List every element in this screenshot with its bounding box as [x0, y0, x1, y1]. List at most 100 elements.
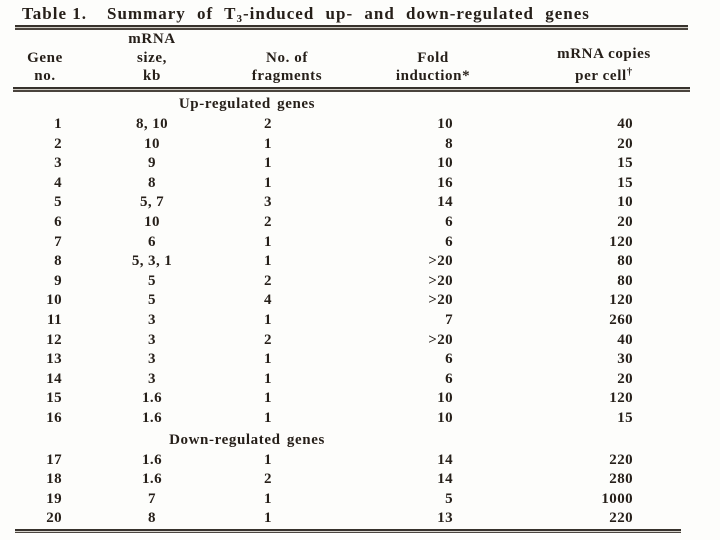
dagger-footnote-marker: †: [626, 66, 633, 78]
cell-mrna-size: 8: [148, 174, 156, 191]
cell-gene-no: 2: [54, 135, 62, 152]
header-no-of-fragments: No. of fragments: [251, 49, 323, 85]
table-row: 20 8 1 13 220: [14, 509, 676, 529]
cell-fold-induction: 16: [437, 174, 453, 191]
cell-fold-induction: 6: [445, 351, 453, 368]
table-row: 6 10 2 6 20: [14, 213, 676, 233]
cell-fold-induction: 7: [445, 311, 453, 328]
cell-mrna-copies: 220: [609, 510, 633, 527]
cell-fold-induction: >20: [428, 272, 453, 289]
cell-fold-induction: 10: [437, 116, 453, 132]
cell-mrna-size: 3: [148, 370, 156, 387]
cell-mrna-size: 8: [148, 510, 156, 527]
cell-mrna-copies: 120: [609, 390, 633, 407]
cell-fold-induction: 14: [437, 194, 453, 211]
cell-mrna-copies: 30: [617, 351, 633, 368]
table-row: 4 8 1 16 15: [14, 174, 676, 194]
cell-mrna-size: 3: [148, 331, 156, 348]
cell-mrna-size: 9: [148, 155, 156, 172]
table-row: 3 9 1 10 15: [14, 154, 676, 174]
cell-gene-no: 17: [46, 451, 62, 468]
section-header-row: Up-regulated genes: [14, 93, 676, 115]
cell-mrna-copies: 1000: [601, 490, 633, 507]
cell-mrna-copies: 120: [609, 233, 633, 250]
cell-mrna-copies: 260: [609, 311, 633, 328]
cell-fold-induction: 5: [445, 490, 453, 507]
cell-fragments: 1: [264, 233, 272, 250]
cell-mrna-size: 5: [148, 292, 156, 309]
cell-gene-no: 3: [54, 155, 62, 172]
header-gene-no: Gene no.: [27, 49, 63, 85]
cell-mrna-copies: 20: [617, 213, 633, 230]
cell-mrna-copies: 80: [617, 272, 633, 289]
cell-fragments: 1: [264, 451, 272, 468]
cell-fragments: 1: [264, 311, 272, 328]
header-mrna-copies-per-cell: mRNA copies per cell†: [557, 45, 651, 85]
cell-fold-induction: 8: [445, 135, 453, 152]
cell-fold-induction: 10: [437, 409, 453, 426]
gene-data-table: Up-regulated genes 1 8, 10 2 10 40 2 10 1 8 20 3 9 1 1…: [14, 93, 676, 529]
cell-mrna-size: 3: [148, 311, 156, 328]
table-row: 16 1.6 1 10 15: [14, 409, 676, 429]
cell-fragments: 2: [264, 116, 272, 132]
cell-fold-induction: 14: [437, 471, 453, 488]
cell-fold-induction: >20: [428, 331, 453, 348]
column-header-row: Gene no. mRNA size, kb No. of fragments …: [14, 30, 676, 89]
table-row: 17 1.6 1 14 220: [14, 451, 676, 471]
table-row: 1 8, 10 2 10 40: [14, 115, 676, 135]
cell-mrna-copies: 40: [617, 116, 633, 132]
cell-mrna-size: 1.6: [142, 471, 162, 488]
cell-mrna-copies: 15: [617, 174, 633, 191]
cell-fragments: 3: [264, 194, 272, 211]
table-title-text: Summary of T3-induced up- and down-regul…: [107, 4, 590, 25]
table-row: 18 1.6 2 14 280: [14, 470, 676, 490]
header-fold-induction: Fold induction*: [395, 49, 471, 85]
cell-fragments: 1: [264, 409, 272, 426]
cell-gene-no: 6: [54, 213, 62, 230]
cell-mrna-copies: 20: [617, 135, 633, 152]
cell-mrna-size: 8, 10: [136, 116, 168, 132]
section-label: Down-regulated genes: [169, 431, 325, 448]
cell-fold-induction: >20: [428, 253, 453, 270]
cell-gene-no: 19: [46, 490, 62, 507]
cell-mrna-size: 5, 7: [139, 194, 165, 211]
table-row: 8 5, 3, 1 1 >20 80: [14, 252, 676, 272]
table-body: Up-regulated genes 1 8, 10 2 10 40 2 10 1 8 20 3 9 1 1…: [14, 93, 676, 529]
table-row: 12 3 2 >20 40: [14, 331, 676, 351]
cell-gene-no: 15: [46, 390, 62, 407]
cell-mrna-size: 7: [148, 490, 156, 507]
table-row: 13 3 1 6 30: [14, 350, 676, 370]
cell-fold-induction: 6: [445, 370, 453, 387]
cell-gene-no: 4: [54, 174, 62, 191]
section-label: Up-regulated genes: [178, 96, 316, 112]
table-row: 11 3 1 7 260: [14, 311, 676, 331]
cell-mrna-size: 5: [148, 272, 156, 289]
cell-fragments: 1: [264, 174, 272, 191]
cell-fragments: 4: [264, 292, 272, 309]
cell-fragments: 2: [264, 471, 272, 488]
cell-gene-no: 13: [46, 351, 62, 368]
cell-gene-no: 7: [54, 233, 62, 250]
cell-gene-no: 12: [46, 331, 62, 348]
cell-mrna-copies: 10: [617, 194, 633, 211]
table-number-label: Table 1.: [22, 4, 88, 23]
cell-mrna-copies: 280: [609, 471, 633, 488]
cell-mrna-size: 6: [148, 233, 156, 250]
table-title: Table 1. Summary of T3-induced up- and do…: [22, 4, 714, 25]
cell-fold-induction: 6: [445, 233, 453, 250]
cell-gene-no: 10: [46, 292, 62, 309]
cell-mrna-copies: 80: [617, 253, 633, 270]
cell-gene-no: 8: [54, 253, 62, 270]
table-row: 15 1.6 1 10 120: [14, 389, 676, 409]
header-divider-rule: [13, 87, 690, 92]
cell-mrna-copies: 15: [617, 409, 633, 426]
cell-mrna-size: 1.6: [142, 409, 162, 426]
cell-mrna-copies: 40: [617, 331, 633, 348]
cell-fragments: 1: [264, 510, 272, 527]
table-row: 7 6 1 6 120: [14, 233, 676, 253]
cell-fold-induction: >20: [428, 292, 453, 309]
cell-gene-no: 20: [46, 510, 62, 527]
cell-gene-no: 11: [47, 311, 62, 328]
cell-gene-no: 14: [46, 370, 62, 387]
